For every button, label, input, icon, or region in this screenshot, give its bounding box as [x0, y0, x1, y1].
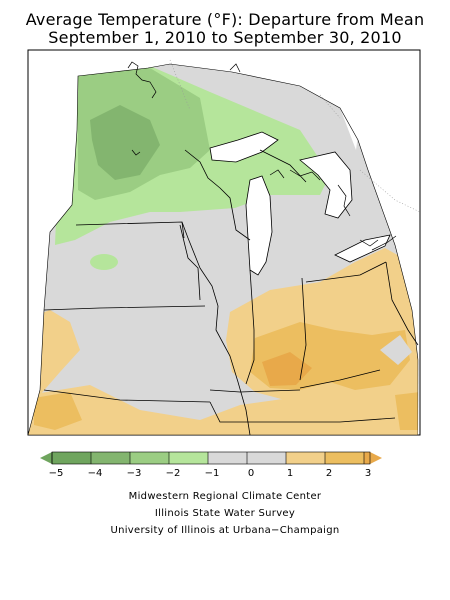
credit-line-2: Illinois State Water Survey — [154, 508, 296, 519]
warm-anomaly-region — [28, 340, 418, 435]
cool-anomaly-region — [90, 254, 118, 270]
canada-water — [340, 86, 360, 150]
provincial-boundaries — [169, 59, 420, 213]
warm-anomaly-region — [34, 392, 82, 430]
legend-tick-label: 2 — [326, 468, 332, 479]
legend-high-arrow — [370, 452, 382, 464]
legend-tick-label: −5 — [49, 468, 64, 479]
warm-anomaly-region — [395, 392, 418, 430]
lake-michigan — [245, 175, 273, 276]
credit-line-1: Midwestern Regional Climate Center — [128, 491, 322, 502]
legend-tick-label: 3 — [365, 468, 371, 479]
legend-low-arrow — [40, 452, 52, 464]
lake-huron — [299, 151, 353, 219]
legend-tick-label: −4 — [88, 468, 103, 479]
legend-tick-label: −2 — [166, 468, 181, 479]
legend-tick-label: 1 — [287, 468, 293, 479]
legend-bin — [286, 452, 325, 464]
legend-bin — [364, 452, 370, 464]
legend-bin — [91, 452, 130, 464]
legend-tick-label: −1 — [205, 468, 220, 479]
legend-tick-label: −3 — [127, 468, 142, 479]
map-title: Average Temperature (°F): Departure from… — [25, 10, 425, 29]
region-neutral-fill — [380, 335, 412, 365]
legend-bin — [52, 452, 91, 464]
map-subtitle: September 1, 2010 to September 30, 2010 — [48, 28, 402, 47]
warm-anomaly-region — [262, 352, 312, 386]
lake-superior — [209, 131, 279, 163]
coastline-detail — [127, 61, 397, 251]
credit-line-3: University of Illinois at Urbana−Champai… — [110, 525, 340, 536]
cool-anomaly-region — [90, 105, 160, 180]
region-outline — [28, 63, 419, 435]
legend-bin — [130, 452, 169, 464]
legend-tick-label: 0 — [248, 468, 254, 479]
legend: −5 −4 −3 −2 −1 0 1 2 3 — [40, 451, 382, 479]
legend-bin — [325, 452, 364, 464]
legend-bin — [169, 452, 208, 464]
state-boundaries — [43, 149, 419, 435]
lake-erie — [334, 234, 391, 263]
